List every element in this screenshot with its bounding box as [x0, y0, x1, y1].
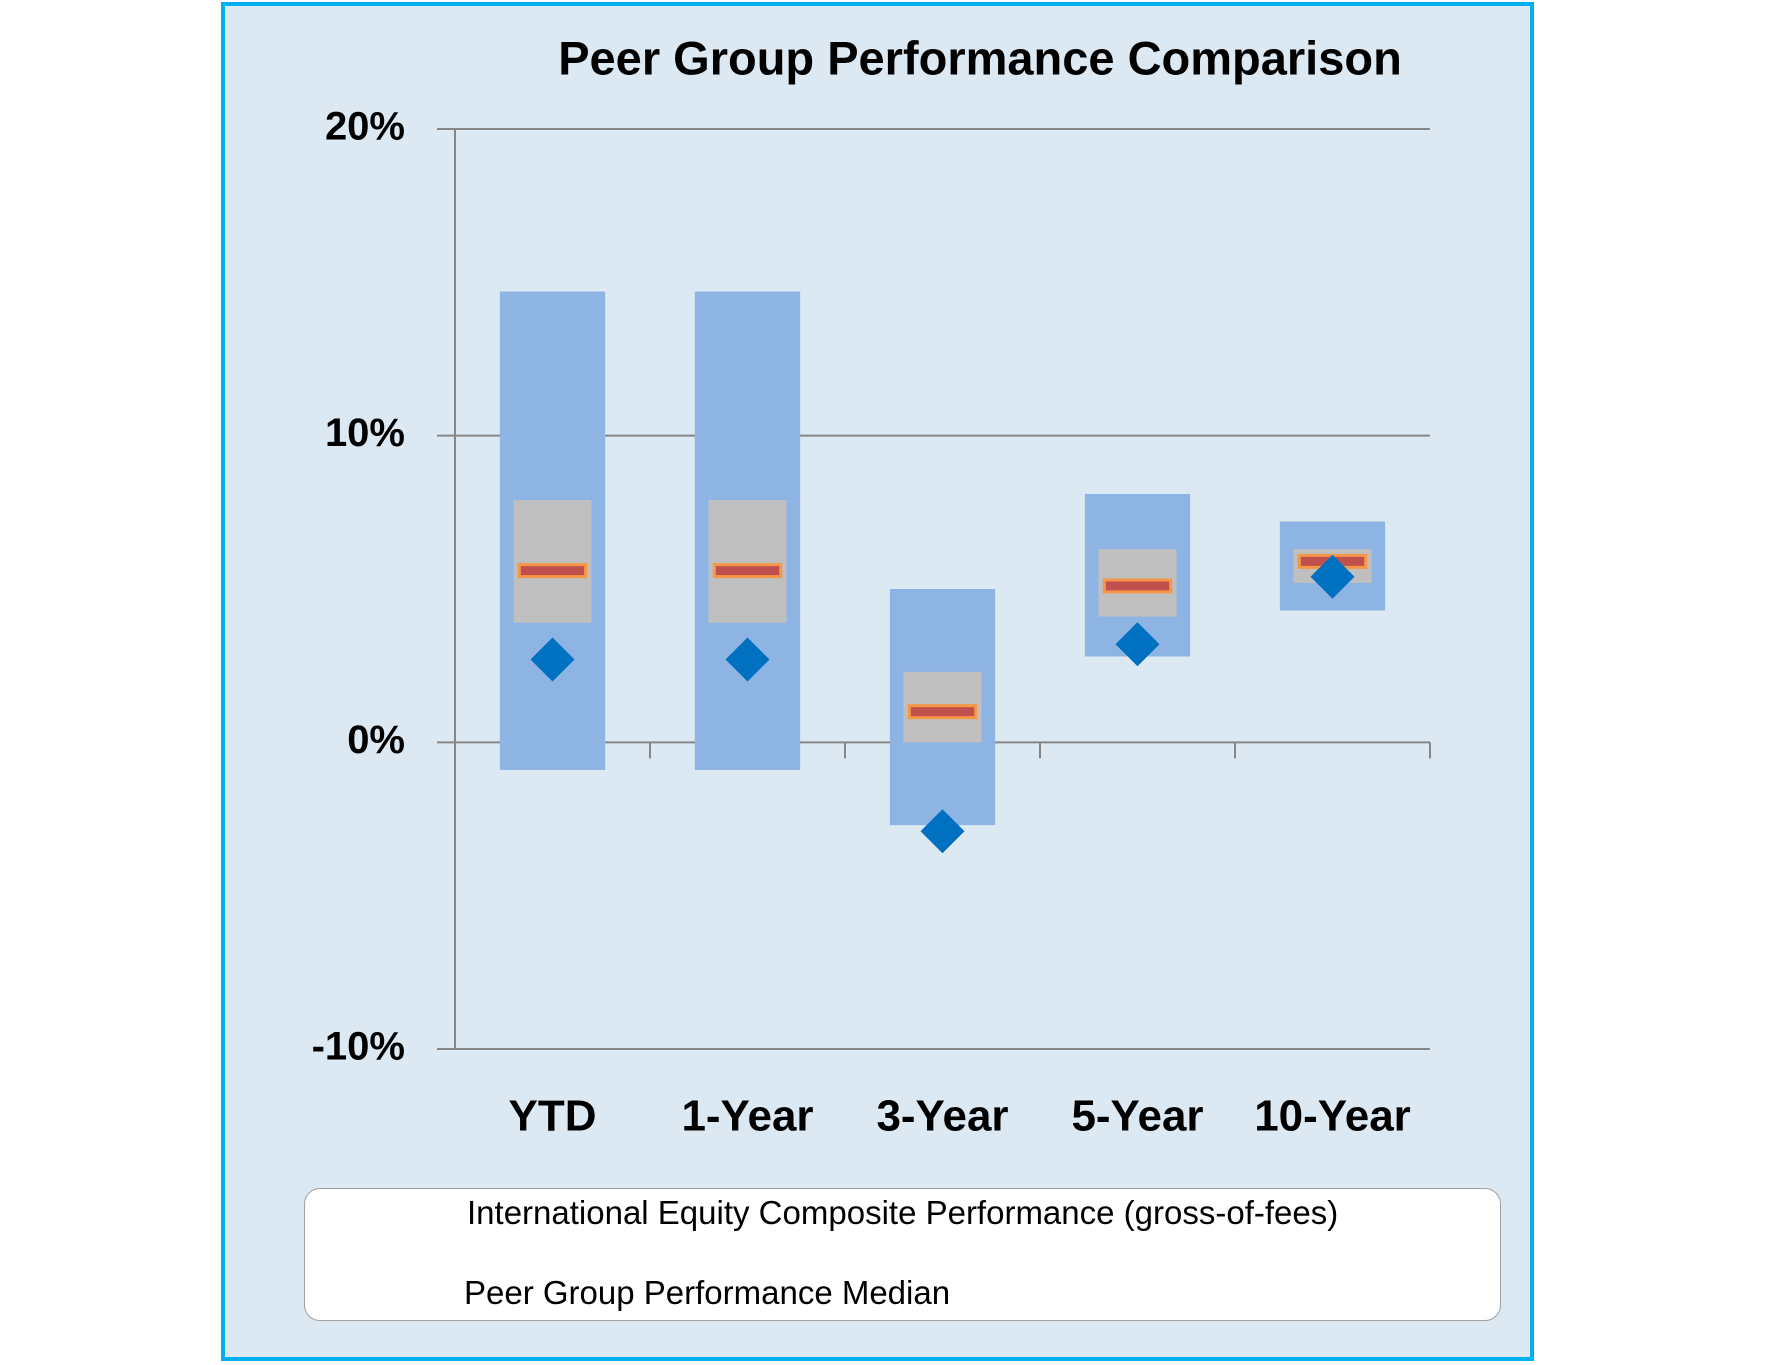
- composite-marker: [725, 637, 770, 682]
- y-tick-label: 10%: [325, 411, 405, 455]
- x-tick-label: 5-Year: [1071, 1092, 1203, 1141]
- x-tick-label: 3-Year: [876, 1092, 1008, 1141]
- median-marker: [907, 704, 978, 720]
- x-tick-label: 10-Year: [1254, 1092, 1411, 1141]
- iqr-box: [513, 500, 592, 623]
- composite-marker: [1310, 554, 1355, 599]
- y-tick-label: 0%: [347, 718, 405, 762]
- iqr-box: [708, 500, 787, 623]
- median-marker: [517, 563, 588, 579]
- composite-marker: [1115, 622, 1160, 667]
- composite-marker: [920, 809, 965, 854]
- y-tick-label: -10%: [312, 1025, 405, 1069]
- median-marker: [1102, 578, 1173, 594]
- median-marker: [712, 563, 783, 579]
- x-tick-label: 1-Year: [681, 1092, 813, 1141]
- legend: [304, 1188, 1501, 1321]
- composite-marker: [530, 637, 575, 682]
- chart-frame: [221, 2, 1534, 1361]
- legend-entry: International Equity Composite Performan…: [467, 1194, 1339, 1231]
- chart-title: Peer Group Performance Comparison: [558, 31, 1402, 84]
- x-tick-label: YTD: [509, 1092, 597, 1141]
- legend-entry: Peer Group Performance Median: [464, 1274, 951, 1311]
- y-tick-label: 20%: [325, 105, 405, 149]
